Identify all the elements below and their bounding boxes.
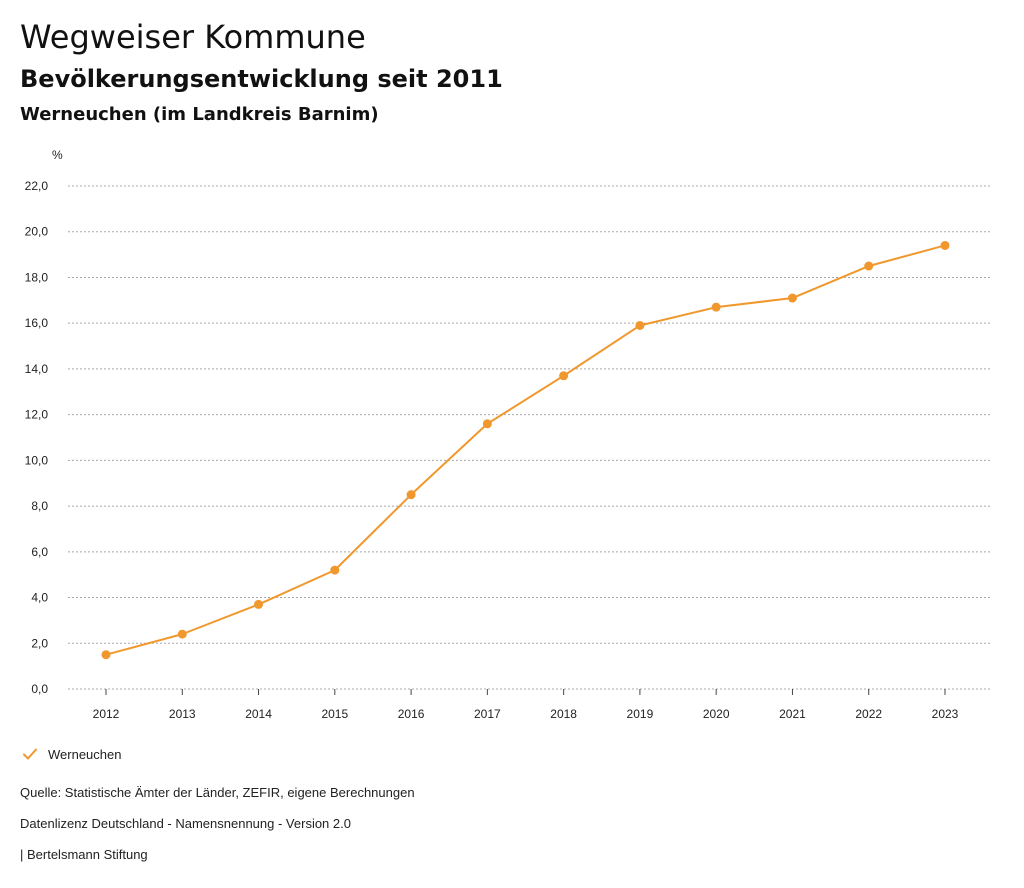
- y-tick-label: 8,0: [31, 499, 48, 513]
- x-tick-label: 2017: [474, 707, 501, 721]
- x-tick-label: 2019: [627, 707, 654, 721]
- x-tick-label: 2020: [703, 707, 730, 721]
- line-chart: % 0,0 2,0 4,0 6,0 8,0 10,0 12,0 14,0 16,0 18,0 20,…: [25, 148, 990, 721]
- data-point[interactable]: [635, 320, 645, 330]
- y-tick-label: 18,0: [25, 270, 49, 284]
- y-tick-label: 12,0: [25, 408, 49, 422]
- checkmark-icon: [23, 748, 37, 760]
- data-point[interactable]: [406, 490, 416, 500]
- y-axis-unit: %: [52, 148, 63, 162]
- publisher-note: | Bertelsmann Stiftung: [20, 847, 148, 862]
- y-tick-label: 0,0: [31, 682, 48, 696]
- x-tick-label: 2016: [398, 707, 425, 721]
- data-point[interactable]: [101, 650, 111, 660]
- data-point[interactable]: [940, 240, 950, 250]
- data-point[interactable]: [177, 629, 187, 639]
- x-tick-label: 2015: [321, 707, 348, 721]
- y-tick-label: 4,0: [31, 591, 48, 605]
- x-tick-label: 2021: [779, 707, 806, 721]
- data-point[interactable]: [254, 599, 264, 609]
- y-tick-label: 6,0: [31, 545, 48, 559]
- data-point[interactable]: [482, 419, 492, 429]
- license-note: Datenlizenz Deutschland - Namensnennung …: [20, 816, 351, 831]
- y-tick-label: 10,0: [25, 453, 49, 467]
- data-point[interactable]: [330, 565, 340, 575]
- chart-subtitle: Bevölkerungsentwicklung seit 2011: [20, 65, 503, 93]
- legend-label-werneuchen: Werneuchen: [48, 746, 122, 762]
- x-tick-label: 2023: [932, 707, 959, 721]
- y-tick-label: 14,0: [25, 362, 49, 376]
- data-point[interactable]: [864, 261, 874, 271]
- data-point[interactable]: [787, 293, 797, 303]
- data-point[interactable]: [711, 302, 721, 312]
- source-note: Quelle: Statistische Ämter der Länder, Z…: [20, 785, 415, 800]
- y-tick-label: 20,0: [25, 225, 49, 239]
- chart-title: Wegweiser Kommune: [20, 18, 366, 56]
- x-tick-label: 2013: [169, 707, 196, 721]
- series-line-werneuchen: [105, 244, 946, 656]
- x-tick-label: 2012: [93, 707, 120, 721]
- x-tick-label: 2014: [245, 707, 272, 721]
- x-tick-label: 2022: [855, 707, 882, 721]
- data-point[interactable]: [559, 371, 569, 381]
- region-label: Werneuchen (im Landkreis Barnim): [20, 104, 379, 125]
- legend[interactable]: Werneuchen: [22, 744, 121, 764]
- x-tick-label: 2018: [550, 707, 577, 721]
- y-tick-label: 22,0: [25, 179, 49, 193]
- y-tick-label: 2,0: [31, 636, 48, 650]
- y-tick-label: 16,0: [25, 316, 49, 330]
